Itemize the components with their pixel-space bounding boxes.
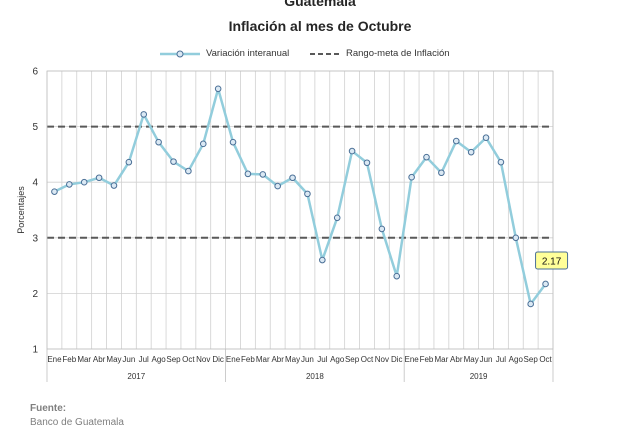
- data-point: [244, 170, 252, 178]
- data-point: [80, 178, 88, 186]
- x-tick-label: Dic: [212, 355, 224, 364]
- data-point: [170, 158, 177, 165]
- x-tick-label: Jul: [317, 355, 327, 364]
- data-point: [304, 190, 311, 198]
- x-tick-label: Abr: [93, 355, 106, 364]
- data-point: [319, 256, 326, 264]
- data-point: [348, 147, 356, 155]
- legend-line-marker-icon: [160, 50, 200, 57]
- x-tick-label: Mar: [77, 355, 91, 364]
- plot-area-border: [46, 70, 554, 350]
- x-tick-label: Ago: [509, 355, 524, 364]
- x-tick-label: Nov: [375, 355, 389, 364]
- x-tick-label: Mar: [434, 355, 448, 364]
- year-label: 2017: [127, 372, 145, 381]
- x-tick-label: Ene: [226, 355, 241, 364]
- data-point: [199, 140, 207, 148]
- x-tick-label: Jun: [301, 355, 314, 364]
- year-label: 2018: [306, 372, 324, 381]
- data-point: [110, 182, 118, 189]
- y-tick-label: 3: [32, 233, 38, 244]
- source-value: Banco de Guatemala: [30, 417, 124, 428]
- x-tick-label: Jul: [139, 355, 149, 364]
- data-point: [512, 234, 520, 242]
- legend-item-rango-meta: Rango-meta de Inflación: [310, 48, 450, 59]
- data-point: [482, 134, 490, 142]
- data-point: [423, 153, 430, 161]
- x-tick-label: Ago: [152, 355, 167, 364]
- x-tick-label: Ago: [330, 355, 345, 364]
- data-point: [408, 173, 415, 181]
- legend-item-variacion: Variación interanual: [160, 48, 289, 59]
- x-tick-label: Jun: [480, 355, 493, 364]
- data-point: [497, 158, 505, 166]
- x-tick-label: Abr: [271, 355, 284, 364]
- x-tick-label: May: [285, 355, 300, 364]
- x-tick-label: Abr: [450, 355, 463, 364]
- x-tick-label: Sep: [166, 355, 181, 364]
- y-tick-label: 6: [32, 67, 38, 78]
- series-line: [53, 87, 547, 306]
- data-point: [214, 85, 222, 93]
- x-tick-label: Oct: [539, 355, 552, 364]
- y-tick-label: 5: [32, 122, 38, 133]
- x-tick-label: Sep: [524, 355, 539, 364]
- x-tick-label: Sep: [345, 355, 360, 364]
- x-tick-label: Feb: [241, 355, 255, 364]
- x-tick-label: Dic: [391, 355, 403, 364]
- y-tick-label: 4: [32, 178, 38, 189]
- x-tick-label: Nov: [196, 355, 210, 364]
- y-tick-label: 1: [32, 345, 38, 356]
- chart-grid: [46, 70, 554, 350]
- x-tick-label: Oct: [182, 355, 195, 364]
- x-tick-label: May: [464, 355, 479, 364]
- legend-label-variacion: Variación interanual: [206, 48, 290, 59]
- data-point: [289, 174, 296, 182]
- data-point: [542, 280, 549, 288]
- x-tick-label: May: [106, 355, 121, 364]
- x-tick-label: Jul: [496, 355, 506, 364]
- x-tick-label: Feb: [420, 355, 434, 364]
- data-point: [185, 167, 192, 175]
- data-point: [452, 137, 460, 145]
- x-tick-label: Ene: [47, 355, 62, 364]
- year-label: 2019: [470, 372, 488, 381]
- callout-box: [535, 251, 569, 270]
- chart-title: Guatemala: [284, 0, 356, 9]
- data-point: [155, 138, 162, 146]
- y-tick-label: 2: [32, 289, 38, 300]
- data-point: [66, 181, 73, 188]
- series-variacion-interanual: [51, 85, 549, 308]
- data-point: [467, 148, 475, 156]
- callout-label: 2.17: [542, 256, 562, 267]
- x-tick-label: Mar: [256, 355, 270, 364]
- data-point: [274, 182, 281, 190]
- data-point: [51, 188, 58, 195]
- chart-subtitle: Inflación al mes de Octubre: [228, 18, 412, 34]
- data-point: [95, 174, 103, 182]
- x-tick-label: Oct: [361, 355, 374, 364]
- legend-label-rango-meta: Rango-meta de Inflación: [346, 48, 450, 59]
- x-tick-label: Feb: [62, 355, 76, 364]
- data-point: [259, 171, 267, 178]
- y-axis-label: Porcentajes: [16, 186, 26, 234]
- data-point: [363, 159, 371, 167]
- chart-legend: Variación interanual Rango-meta de Infla…: [0, 48, 640, 64]
- data-point: [229, 138, 237, 146]
- legend-dashed-line-icon: [310, 52, 340, 55]
- source-label: Fuente:: [30, 403, 67, 414]
- data-point: [125, 158, 133, 166]
- data-point: [438, 169, 445, 177]
- chart-annotations: 2.17: [535, 251, 569, 270]
- target-range-lines: [47, 125, 553, 239]
- data-point: [140, 111, 148, 118]
- x-tick-label: Ene: [405, 355, 420, 364]
- data-point: [393, 272, 401, 280]
- data-point: [378, 225, 386, 233]
- data-point: [333, 214, 341, 222]
- data-point: [527, 300, 534, 308]
- x-tick-label: Jun: [122, 355, 135, 364]
